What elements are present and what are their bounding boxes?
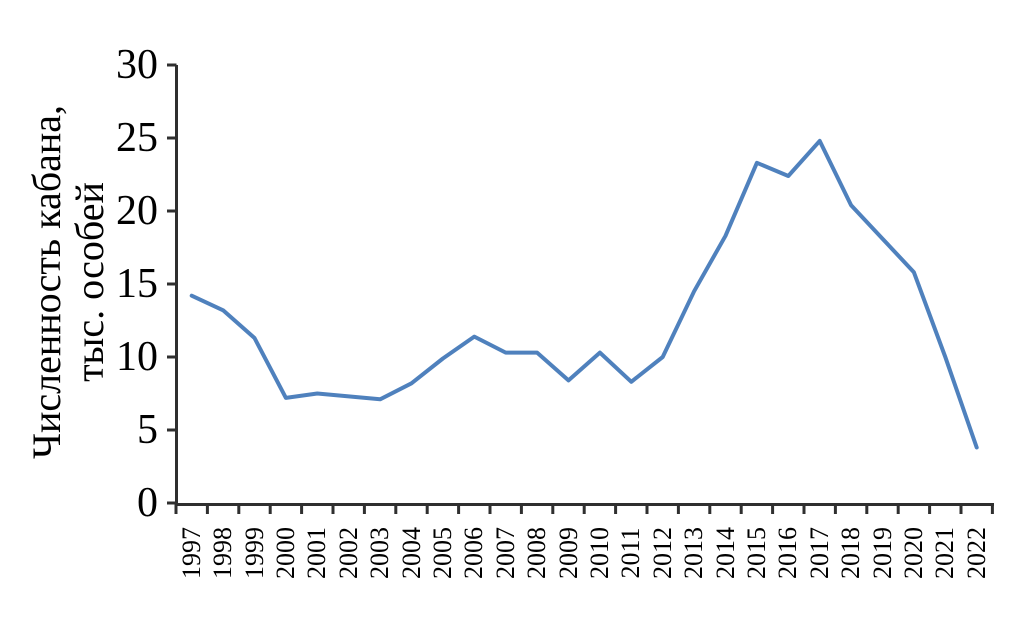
x-tick-label-year: 2012 bbox=[647, 527, 677, 579]
x-tick-label-year: 2009 bbox=[553, 527, 583, 579]
y-tick-label: 30 bbox=[116, 42, 158, 88]
y-tick-label: 15 bbox=[116, 261, 158, 307]
x-tick-label-year: 2003 bbox=[365, 527, 395, 579]
x-tick-label-year: 2019 bbox=[867, 527, 897, 579]
x-tick-label-year: 1997 bbox=[176, 527, 206, 579]
x-tick-label-year: 2002 bbox=[333, 527, 363, 579]
x-tick-label-year: 2021 bbox=[930, 527, 960, 579]
x-tick-label-year: 2014 bbox=[710, 527, 740, 579]
x-tick-label-year: 2005 bbox=[427, 527, 457, 579]
x-tick-label-year: 2017 bbox=[804, 527, 834, 579]
y-tick-label: 0 bbox=[137, 480, 158, 526]
x-tick-label-year: 2006 bbox=[459, 527, 489, 579]
y-tick-label: 20 bbox=[116, 188, 158, 234]
y-tick-label: 10 bbox=[116, 334, 158, 380]
x-tick-label-year: 2010 bbox=[584, 527, 614, 579]
x-tick-label-year: 2008 bbox=[522, 527, 552, 579]
x-tick-label-year: 2007 bbox=[490, 527, 520, 579]
x-tick-label-year: 2022 bbox=[961, 527, 991, 579]
x-tick-label-year: 1999 bbox=[239, 527, 269, 579]
y-tick-label: 5 bbox=[137, 407, 158, 453]
x-tick-label-year: 2001 bbox=[302, 527, 332, 579]
x-tick-label-year: 2013 bbox=[679, 527, 709, 579]
x-tick-label-year: 2011 bbox=[616, 527, 646, 579]
x-tick-label-year: 1998 bbox=[208, 527, 238, 579]
x-tick-label-year: 2018 bbox=[836, 527, 866, 579]
population-line-series bbox=[189, 138, 979, 450]
x-tick-label-year: 2020 bbox=[898, 527, 928, 579]
x-tick-label-year: 2000 bbox=[270, 527, 300, 579]
axes-and-ticks bbox=[167, 63, 994, 514]
x-tick-label-year: 2015 bbox=[741, 527, 771, 579]
y-tick-label: 25 bbox=[116, 115, 158, 161]
x-tick-label-year: 2004 bbox=[396, 527, 426, 579]
x-tick-label-year: 2016 bbox=[773, 527, 803, 579]
